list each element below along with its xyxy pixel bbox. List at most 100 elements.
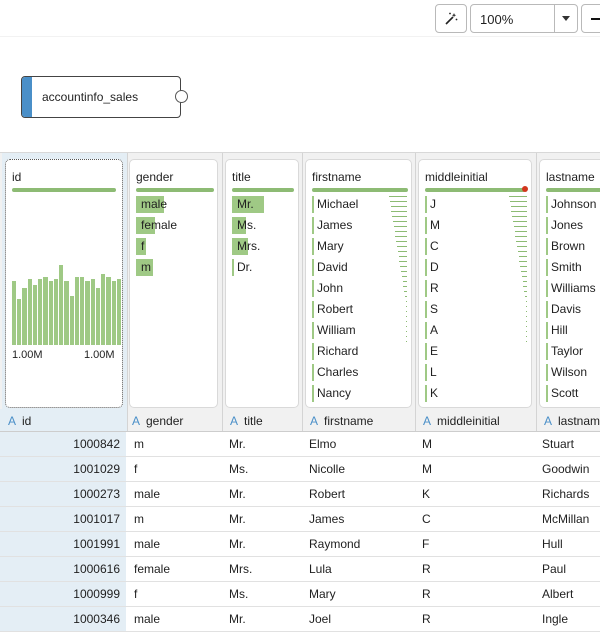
value-item[interactable]: J bbox=[425, 196, 505, 213]
profile-card-gender[interactable]: gender male female f m bbox=[129, 159, 218, 408]
table-row[interactable]: 1001029 f Ms. Nicolle M Goodwin bbox=[0, 457, 600, 482]
value-item[interactable]: D bbox=[425, 259, 505, 276]
column-header-id[interactable]: A id bbox=[0, 409, 127, 433]
cell-middleinitial[interactable]: R bbox=[422, 587, 431, 601]
cell-gender[interactable]: male bbox=[134, 537, 161, 551]
cell-id[interactable]: 1000842 bbox=[0, 432, 126, 456]
cell-gender[interactable]: male bbox=[134, 612, 161, 626]
value-item[interactable]: C bbox=[425, 238, 505, 255]
cell-id[interactable]: 1000273 bbox=[0, 482, 126, 506]
value-item[interactable]: Jones bbox=[546, 217, 600, 234]
cell-middleinitial[interactable]: F bbox=[422, 537, 430, 551]
cell-lastname[interactable]: Paul bbox=[542, 562, 567, 576]
value-item[interactable]: Robert bbox=[312, 301, 392, 318]
cell-title[interactable]: Mr. bbox=[229, 512, 246, 526]
value-item[interactable]: R bbox=[425, 280, 505, 297]
dataset-node[interactable]: accountinfo_sales bbox=[21, 76, 181, 118]
category-item[interactable]: female bbox=[136, 217, 196, 234]
cell-middleinitial[interactable]: M bbox=[422, 462, 432, 476]
cell-firstname[interactable]: Robert bbox=[309, 487, 346, 501]
value-item[interactable]: Charles bbox=[312, 364, 392, 381]
table-row[interactable]: 1000273 male Mr. Robert K Richards bbox=[0, 482, 600, 507]
magic-wand-button[interactable] bbox=[435, 4, 467, 33]
value-item[interactable]: James bbox=[312, 217, 392, 234]
value-item[interactable]: David bbox=[312, 259, 392, 276]
cell-middleinitial[interactable]: R bbox=[422, 612, 431, 626]
value-item[interactable]: S bbox=[425, 301, 505, 318]
value-item[interactable]: Brown bbox=[546, 238, 600, 255]
table-row[interactable]: 1000842 m Mr. Elmo M Stuart bbox=[0, 432, 600, 457]
cell-title[interactable]: Ms. bbox=[229, 587, 249, 601]
profile-card-lastname[interactable]: lastname Johnson Jones Brown Smith Williams D… bbox=[539, 159, 600, 408]
value-item[interactable]: E bbox=[425, 343, 505, 360]
profile-card-title[interactable]: title Mr. Ms. Mrs. Dr. bbox=[225, 159, 299, 408]
cell-gender[interactable]: m bbox=[134, 437, 144, 451]
cell-gender[interactable]: f bbox=[134, 587, 138, 601]
zoom-select[interactable]: 100% bbox=[470, 4, 578, 33]
value-item[interactable]: John bbox=[312, 280, 392, 297]
table-row[interactable]: 1000346 male Mr. Joel R Ingle bbox=[0, 607, 600, 632]
cell-gender[interactable]: f bbox=[134, 462, 138, 476]
cell-title[interactable]: Mr. bbox=[229, 487, 246, 501]
value-item[interactable]: Johnson bbox=[546, 196, 600, 213]
value-item[interactable]: K bbox=[425, 385, 505, 402]
cell-firstname[interactable]: Elmo bbox=[309, 437, 337, 451]
cell-id[interactable]: 1000616 bbox=[0, 557, 126, 581]
cell-gender[interactable]: female bbox=[134, 562, 171, 576]
table-row[interactable]: 1000999 f Ms. Mary R Albert bbox=[0, 582, 600, 607]
value-item[interactable]: L bbox=[425, 364, 505, 381]
value-item[interactable]: Williams bbox=[546, 280, 600, 297]
cell-title[interactable]: Ms. bbox=[229, 462, 249, 476]
value-item[interactable]: Taylor bbox=[546, 343, 600, 360]
cell-middleinitial[interactable]: K bbox=[422, 487, 431, 501]
cell-gender[interactable]: male bbox=[134, 487, 161, 501]
cell-id[interactable]: 1001991 bbox=[0, 532, 126, 556]
cell-middleinitial[interactable]: M bbox=[422, 437, 432, 451]
category-item[interactable]: male bbox=[136, 196, 196, 213]
cell-title[interactable]: Mr. bbox=[229, 437, 246, 451]
value-item[interactable]: Scott bbox=[546, 385, 600, 402]
column-header-lastname[interactable]: A lastname bbox=[536, 409, 600, 433]
category-item[interactable]: m bbox=[136, 259, 196, 276]
cell-id[interactable]: 1000999 bbox=[0, 582, 126, 606]
value-item[interactable]: William bbox=[312, 322, 392, 339]
category-item[interactable]: Dr. bbox=[232, 259, 282, 276]
value-item[interactable]: Wilson bbox=[546, 364, 600, 381]
column-header-gender[interactable]: A gender bbox=[124, 409, 222, 433]
cell-lastname[interactable]: Ingle bbox=[542, 612, 569, 626]
profile-card-firstname[interactable]: firstname Michael James Mary David John Rober… bbox=[305, 159, 412, 408]
cell-lastname[interactable]: Albert bbox=[542, 587, 574, 601]
table-row[interactable]: 1000616 female Mrs. Lula R Paul bbox=[0, 557, 600, 582]
zoom-out-button[interactable] bbox=[581, 4, 600, 33]
cell-firstname[interactable]: James bbox=[309, 512, 345, 526]
value-item[interactable]: Mary bbox=[312, 238, 392, 255]
cell-middleinitial[interactable]: C bbox=[422, 512, 431, 526]
cell-firstname[interactable]: Lula bbox=[309, 562, 332, 576]
diagram-canvas[interactable]: accountinfo_sales bbox=[0, 36, 600, 152]
cell-lastname[interactable]: McMillan bbox=[542, 512, 590, 526]
table-row[interactable]: 1001017 m Mr. James C McMillan bbox=[0, 507, 600, 532]
cell-title[interactable]: Mr. bbox=[229, 537, 246, 551]
value-item[interactable]: Davis bbox=[546, 301, 600, 318]
cell-id[interactable]: 1000346 bbox=[0, 607, 126, 631]
column-header-firstname[interactable]: A firstname bbox=[302, 409, 415, 433]
category-item[interactable]: Mrs. bbox=[232, 238, 282, 255]
column-header-title[interactable]: A title bbox=[222, 409, 302, 433]
value-item[interactable]: Richard bbox=[312, 343, 392, 360]
cell-id[interactable]: 1001017 bbox=[0, 507, 126, 531]
profile-card-id[interactable]: id 1.00M 1.00M bbox=[5, 159, 123, 408]
cell-gender[interactable]: m bbox=[134, 512, 144, 526]
cell-firstname[interactable]: Raymond bbox=[309, 537, 361, 551]
column-header-middleinitial[interactable]: A middleinitial bbox=[415, 409, 536, 433]
value-item[interactable]: A bbox=[425, 322, 505, 339]
cell-lastname[interactable]: Hull bbox=[542, 537, 563, 551]
value-item[interactable]: M bbox=[425, 217, 505, 234]
cell-firstname[interactable]: Nicolle bbox=[309, 462, 346, 476]
value-item[interactable]: Smith bbox=[546, 259, 600, 276]
node-output-port[interactable] bbox=[175, 90, 188, 103]
category-item[interactable]: Ms. bbox=[232, 217, 282, 234]
value-item[interactable]: Nancy bbox=[312, 385, 392, 402]
cell-firstname[interactable]: Joel bbox=[309, 612, 332, 626]
cell-title[interactable]: Mrs. bbox=[229, 562, 253, 576]
